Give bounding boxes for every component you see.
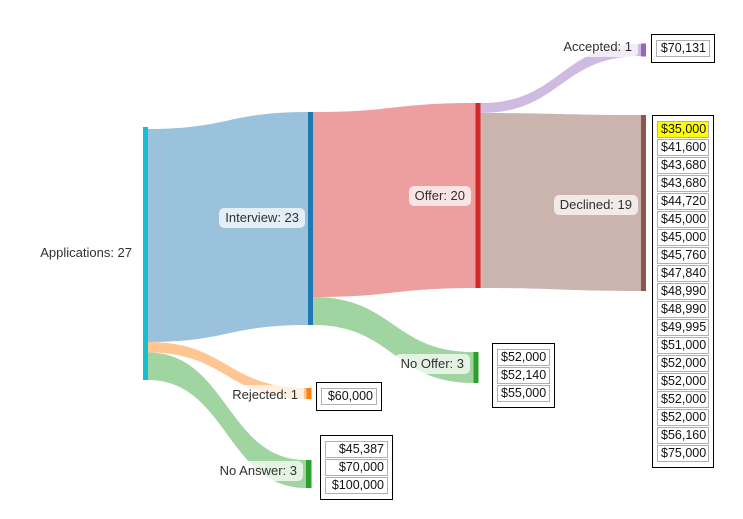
flow-offer-to-accepted bbox=[480, 44, 641, 113]
salary-box-declined: $35,000 $41,600 $43,680 $43,680 $44,720 $45,0… bbox=[652, 115, 714, 468]
node-bar-applications bbox=[143, 127, 148, 380]
salary-cell-declined-2: $43,680 bbox=[657, 157, 709, 174]
salary-cell-declined-6: $45,000 bbox=[657, 229, 709, 246]
salary-cell-no_answer-0: $45,387 bbox=[325, 441, 388, 458]
salary-cell-declined-11: $49,995 bbox=[657, 319, 709, 336]
node-bar-rejected bbox=[306, 388, 312, 399]
salary-cell-declined-3: $43,680 bbox=[657, 175, 709, 192]
node-label-interview: Interview: 23 bbox=[219, 208, 305, 228]
salary-cell-declined-8: $47,840 bbox=[657, 265, 709, 282]
salary-cell-declined-4: $44,720 bbox=[657, 193, 709, 210]
salary-cell-declined-7: $45,760 bbox=[657, 247, 709, 264]
salary-box-accepted: $70,131 bbox=[651, 34, 715, 63]
node-bar-no_offer bbox=[473, 352, 479, 383]
node-label-accepted: Accepted: 1 bbox=[557, 37, 638, 57]
node-label-no_offer: No Offer: 3 bbox=[394, 354, 470, 374]
node-label-no_answer: No Answer: 3 bbox=[213, 461, 303, 481]
salary-cell-declined-14: $52,000 bbox=[657, 373, 709, 390]
salary-cell-no_answer-1: $70,000 bbox=[325, 459, 388, 476]
salary-cell-no_offer-0: $52,000 bbox=[497, 349, 550, 366]
node-bar-accepted bbox=[641, 43, 646, 57]
flow-interview-to-offer bbox=[313, 103, 476, 297]
salary-cell-declined-1: $41,600 bbox=[657, 139, 709, 156]
salary-cell-no_offer-2: $55,000 bbox=[497, 385, 550, 402]
salary-cell-rejected-0: $60,000 bbox=[321, 388, 377, 405]
node-bar-declined bbox=[641, 115, 646, 291]
salary-cell-no_offer-1: $52,140 bbox=[497, 367, 550, 384]
salary-cell-declined-16: $52,000 bbox=[657, 409, 709, 426]
salary-cell-declined-9: $48,990 bbox=[657, 283, 709, 300]
node-label-offer: Offer: 20 bbox=[408, 186, 471, 206]
node-bar-no_answer bbox=[306, 460, 312, 488]
salary-cell-no_answer-2: $100,000 bbox=[325, 477, 388, 494]
flow-applications-to-rejected bbox=[148, 342, 307, 399]
salary-cell-declined-18: $75,000 bbox=[657, 445, 709, 462]
node-label-rejected: Rejected: 1 bbox=[226, 385, 304, 405]
node-bar-interview bbox=[308, 112, 313, 325]
salary-cell-declined-13: $52,000 bbox=[657, 355, 709, 372]
salary-box-rejected: $60,000 bbox=[316, 382, 382, 411]
node-bar-offer bbox=[475, 103, 481, 288]
salary-box-no_answer: $45,387 $70,000 $100,000 bbox=[320, 435, 393, 500]
node-label-applications: Applications: 27 bbox=[34, 243, 138, 263]
salary-cell-declined-0: $35,000 bbox=[657, 121, 709, 138]
node-label-declined: Declined: 19 bbox=[553, 195, 638, 215]
salary-cell-declined-15: $52,000 bbox=[657, 391, 709, 408]
salary-cell-declined-12: $51,000 bbox=[657, 337, 709, 354]
salary-cell-declined-5: $45,000 bbox=[657, 211, 709, 228]
salary-box-no_offer: $52,000 $52,140 $55,000 bbox=[492, 343, 555, 408]
salary-cell-declined-17: $56,160 bbox=[657, 427, 709, 444]
flow-applications-to-no_answer bbox=[148, 352, 306, 488]
salary-cell-declined-10: $48,990 bbox=[657, 301, 709, 318]
salary-cell-accepted-0: $70,131 bbox=[656, 40, 710, 57]
